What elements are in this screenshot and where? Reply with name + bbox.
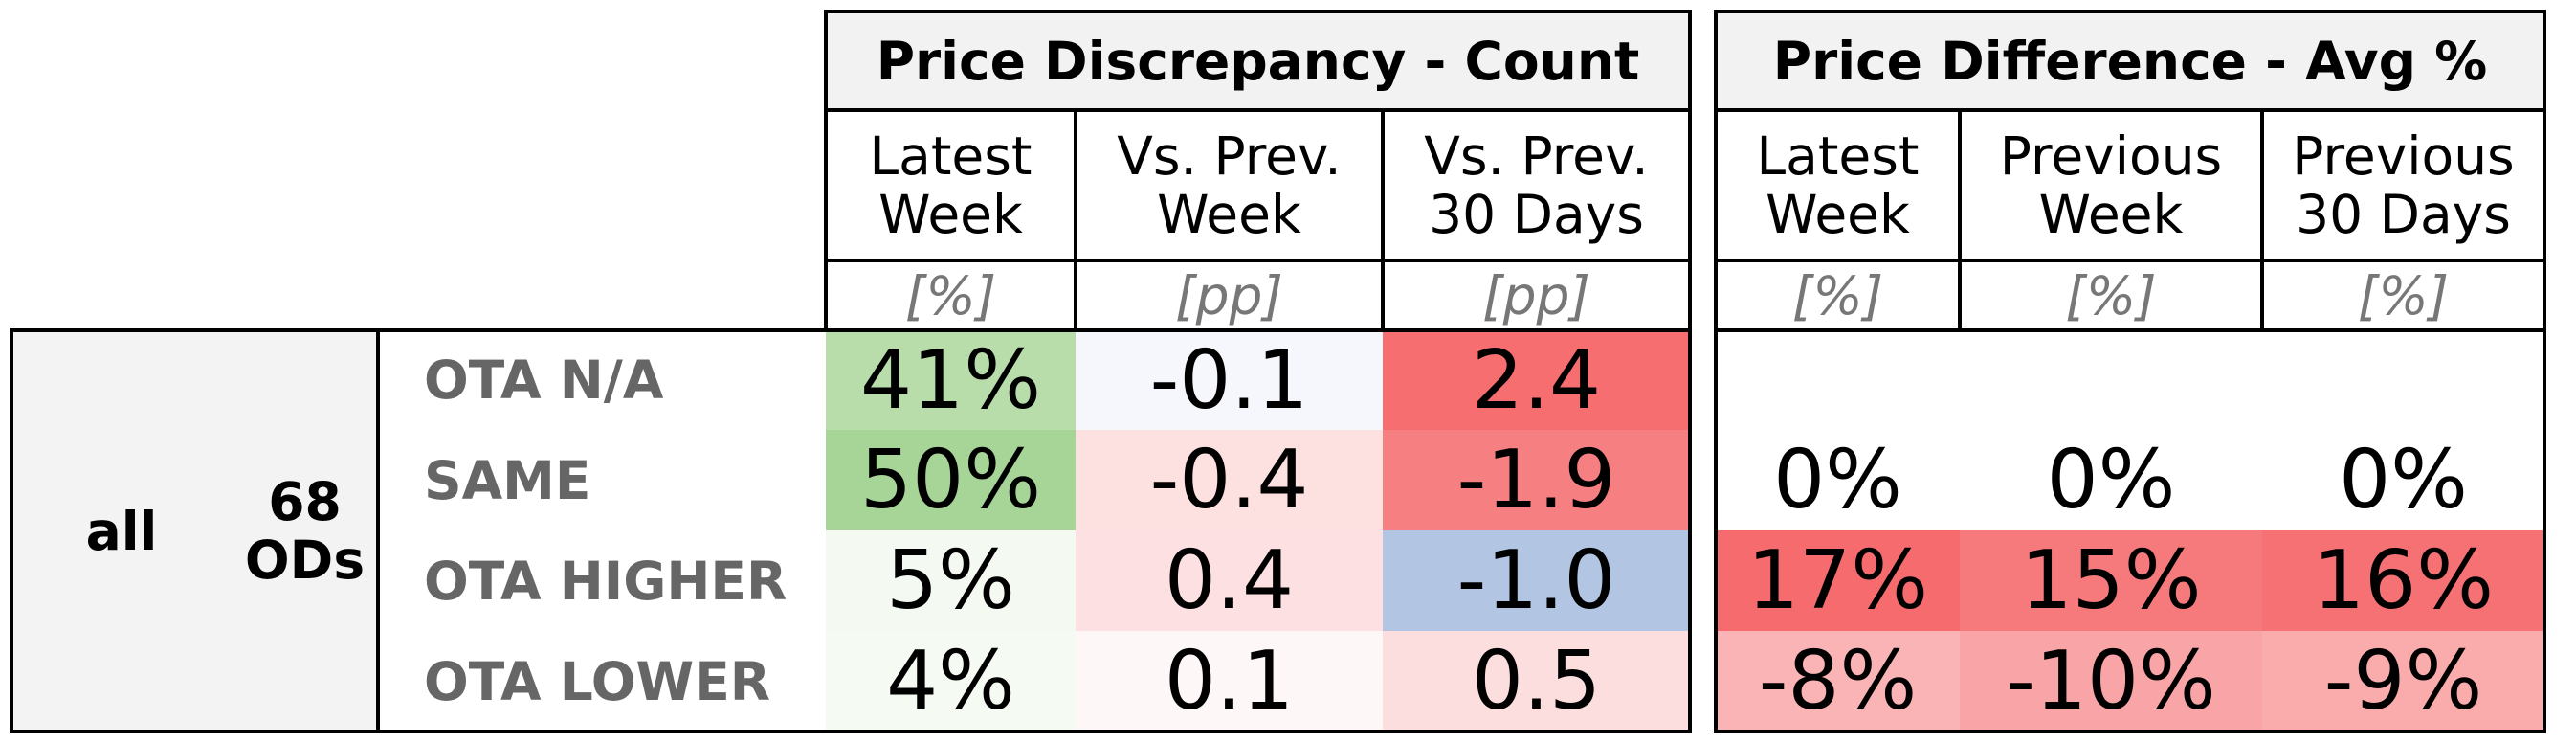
- unit-previous-30-days: [%]: [2357, 264, 2450, 326]
- row-label-ota-lower: OTA LOWER: [424, 650, 771, 712]
- border-line: [824, 10, 828, 330]
- row-label-ota-higher: OTA HIGHER: [424, 550, 788, 612]
- cell-g2-ota-na-c3: [2262, 330, 2544, 430]
- unit-vs-prev-30-days: [pp]: [1482, 264, 1590, 326]
- cell-g1-ota-lower-c1: 4%: [826, 631, 1076, 732]
- cell-g2-ota-higher-c1: 17%: [1716, 530, 1960, 631]
- cell-g1-ota-higher-c1: 5%: [826, 530, 1076, 631]
- unit-previous-week: [%]: [2065, 264, 2157, 326]
- column-header-latest-week-count: Latest Week: [869, 125, 1033, 245]
- cell-g1-ota-na-c1: 41%: [826, 330, 1076, 430]
- border-line: [2543, 10, 2546, 733]
- border-line: [1714, 108, 2546, 112]
- cell-g2-ota-lower-c3: -9%: [2262, 631, 2544, 732]
- border-line: [824, 259, 1692, 262]
- cell-g1-ota-na-c2: -0.1: [1076, 330, 1383, 430]
- segment-panel: [11, 330, 378, 732]
- cell-g2-ota-na-c2: [1960, 330, 2262, 430]
- cell-g2-ota-lower-c2: -10%: [1960, 631, 2262, 732]
- segment-scope-label: all: [85, 500, 158, 562]
- cell-g1-same-c3: -1.9: [1383, 430, 1690, 530]
- column-header-previous-week: Previous Week: [1999, 125, 2223, 245]
- border-line: [1958, 108, 1962, 330]
- border-line: [2260, 108, 2264, 330]
- border-line: [10, 328, 826, 332]
- border-line: [824, 328, 1692, 332]
- cell-g1-same-c2: -0.4: [1076, 430, 1383, 530]
- unit-vs-prev-week: [pp]: [1175, 264, 1283, 326]
- border-line: [1714, 10, 1718, 733]
- border-line: [10, 730, 1692, 733]
- cell-g1-ota-lower-c3: 0.5: [1383, 631, 1690, 732]
- column-header-vs-prev-30-days: Vs. Prev. 30 Days: [1424, 125, 1649, 245]
- border-line: [1074, 108, 1077, 330]
- border-line: [1714, 730, 2546, 733]
- border-line: [1714, 259, 2546, 262]
- group-title-discrepancy-count: Price Discrepancy - Count: [826, 11, 1690, 110]
- cell-g2-same-c3: 0%: [2262, 430, 2544, 530]
- unit-latest-week-avg: [%]: [1791, 264, 1884, 326]
- column-header-previous-30-days: Previous 30 Days: [2292, 125, 2515, 245]
- unit-latest-week-count: [%]: [904, 264, 997, 326]
- cell-g2-same-c2: 0%: [1960, 430, 2262, 530]
- column-header-vs-prev-week: Vs. Prev. Week: [1117, 125, 1342, 245]
- column-header-latest-week-avg: Latest Week: [1756, 125, 1920, 245]
- cell-g2-ota-higher-c2: 15%: [1960, 530, 2262, 631]
- cell-g2-ota-na-c1: [1716, 330, 1960, 430]
- cell-g1-same-c1: 50%: [826, 430, 1076, 530]
- border-line: [1688, 10, 1692, 733]
- border-line: [824, 10, 1692, 13]
- border-line: [1714, 328, 2546, 332]
- row-label-ota-na: OTA N/A: [424, 349, 664, 411]
- segment-count-label: 68 ODs: [244, 471, 366, 591]
- cell-g2-ota-lower-c1: -8%: [1716, 631, 1960, 732]
- row-label-same: SAME: [424, 449, 591, 511]
- border-line: [824, 108, 1692, 112]
- cell-g1-ota-higher-c2: 0.4: [1076, 530, 1383, 631]
- border-line: [10, 328, 13, 733]
- border-line: [376, 328, 380, 733]
- cell-g2-same-c1: 0%: [1716, 430, 1960, 530]
- border-line: [1381, 108, 1385, 330]
- group-title-difference-avg: Price Difference - Avg %: [1716, 11, 2544, 110]
- cell-g1-ota-lower-c2: 0.1: [1076, 631, 1383, 732]
- cell-g1-ota-higher-c3: -1.0: [1383, 530, 1690, 631]
- border-line: [1714, 10, 2546, 13]
- cell-g2-ota-higher-c3: 16%: [2262, 530, 2544, 631]
- cell-g1-ota-na-c3: 2.4: [1383, 330, 1690, 430]
